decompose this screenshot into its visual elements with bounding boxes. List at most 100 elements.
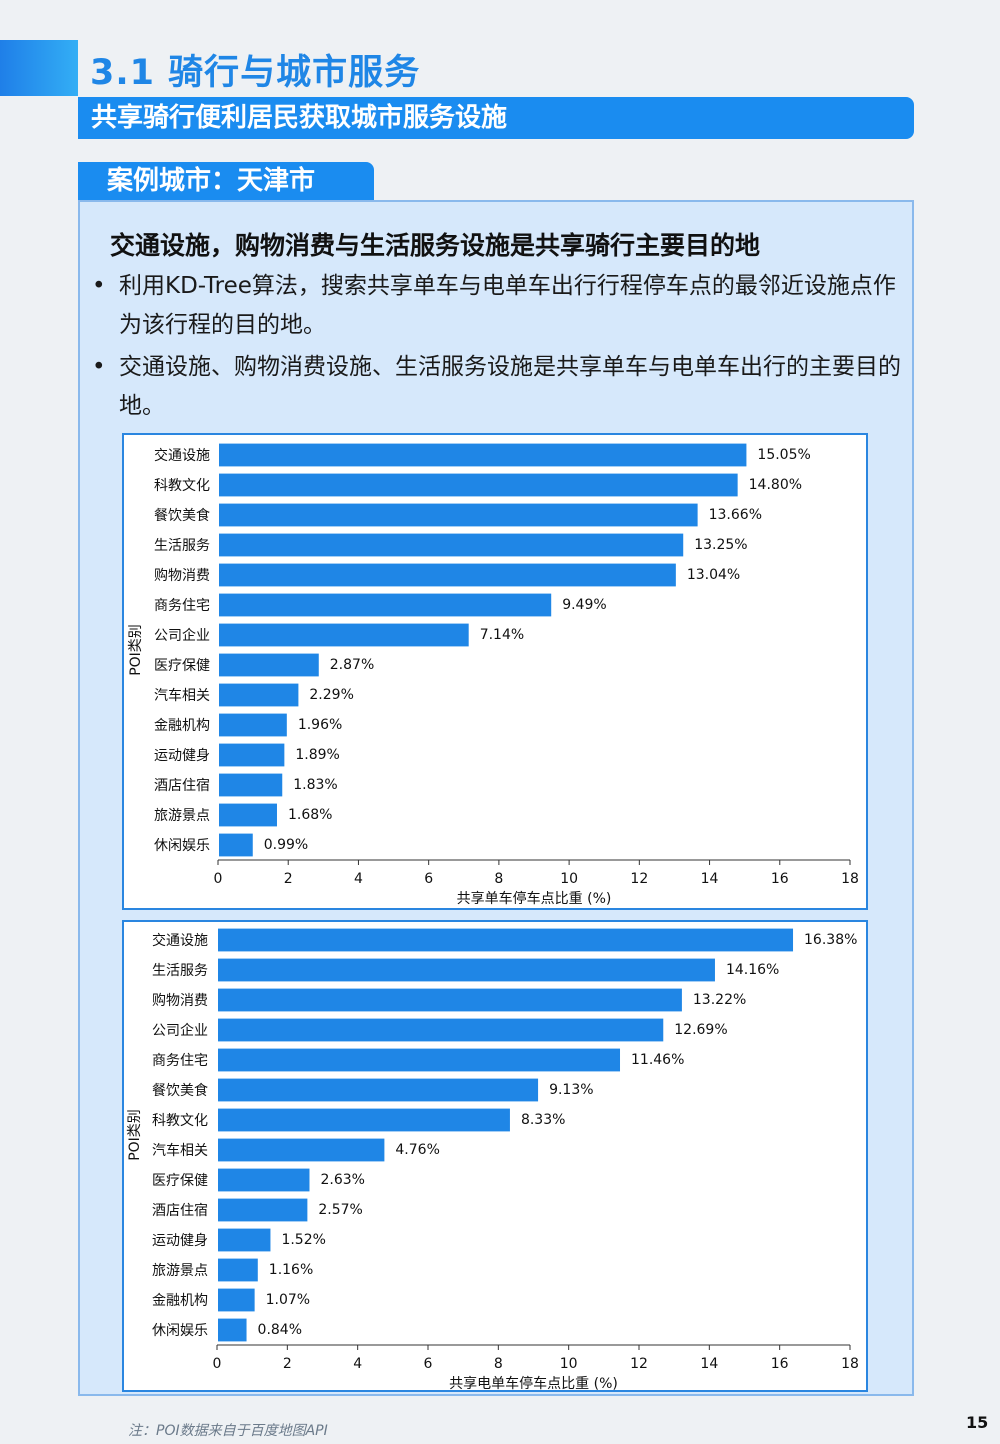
category-label: 运动健身 (154, 748, 210, 764)
category-label: 购物消费 (154, 568, 210, 584)
category-label: 汽车相关 (152, 1142, 208, 1159)
category-label: 生活服务 (154, 538, 210, 554)
category-label: 餐饮美食 (152, 1082, 208, 1099)
data-label: 15.05% (757, 447, 810, 463)
data-label: 13.25% (694, 537, 747, 553)
x-tick-label: 14 (701, 871, 719, 887)
bar (218, 1258, 258, 1282)
data-label: 9.13% (549, 1082, 593, 1098)
data-label: 2.57% (318, 1202, 362, 1218)
bar (218, 928, 794, 952)
section-accent-bar (0, 40, 78, 96)
data-label: 0.99% (264, 837, 308, 853)
bar (219, 593, 552, 617)
case-city-tag: 案例城市：天津市 (78, 162, 374, 200)
bar (218, 1018, 664, 1042)
data-label: 13.66% (709, 507, 762, 523)
y-axis-title: POI类别 (128, 624, 144, 676)
category-label: 旅游景点 (152, 1263, 208, 1279)
category-label: 金融机构 (154, 718, 210, 734)
data-label: 2.87% (330, 657, 374, 673)
x-axis-title: 共享电单车停车点比重 (%) (449, 1375, 618, 1390)
bar (219, 803, 277, 827)
data-label: 4.76% (395, 1142, 439, 1158)
category-label: 汽车相关 (154, 687, 210, 704)
data-label: 7.14% (480, 627, 524, 643)
category-label: 休闲娱乐 (154, 838, 210, 854)
bar (219, 653, 319, 677)
x-tick-label: 18 (841, 1356, 859, 1372)
bar (218, 1228, 271, 1252)
footnote: 注：POI数据来自于百度地图API (128, 1423, 328, 1439)
x-tick-label: 12 (630, 1356, 648, 1372)
category-label: 运动健身 (152, 1233, 208, 1249)
data-label: 1.83% (293, 777, 337, 793)
bike-bar-chart: 交通设施 15.05% 科教文化 14.80% 餐饮美食 13.66% 生活服务 13.25%… (128, 443, 859, 907)
bar (219, 743, 285, 767)
x-tick-label: 8 (494, 1356, 503, 1372)
bar (219, 443, 747, 467)
bar (218, 1108, 510, 1132)
x-tick-label: 16 (771, 871, 789, 887)
data-label: 11.46% (631, 1052, 684, 1068)
category-label: 公司企业 (152, 1022, 208, 1039)
data-label: 0.84% (258, 1322, 302, 1338)
data-label: 1.16% (269, 1262, 313, 1278)
content-headline: 交通设施，购物消费与生活服务设施是共享骑行主要目的地 (110, 231, 761, 260)
data-label: 13.04% (687, 567, 740, 583)
data-label: 14.16% (726, 962, 779, 978)
bar (218, 1198, 308, 1222)
category-label: 旅游景点 (154, 808, 210, 824)
x-tick-label: 10 (560, 871, 578, 887)
bullet-item: • 利用KD-Tree算法，搜索共享单车与电单车出行行程停车点的最邻近设施点作为… (92, 267, 909, 345)
data-label: 9.49% (562, 597, 606, 613)
data-label: 12.69% (674, 1022, 727, 1038)
x-tick-label: 2 (284, 871, 293, 887)
bar (219, 563, 676, 587)
category-label: 金融机构 (152, 1293, 208, 1309)
data-label: 1.68% (288, 807, 332, 823)
x-tick-label: 6 (424, 1356, 433, 1372)
bar (218, 1288, 255, 1312)
bar (218, 1168, 310, 1192)
x-tick-label: 4 (353, 1356, 362, 1372)
bar (219, 683, 299, 707)
ebike-bar-chart: 交通设施 16.38% 生活服务 14.16% 购物消费 13.22% 公司企业 12.69%… (127, 928, 859, 1390)
data-label: 14.80% (749, 477, 802, 493)
x-tick-label: 8 (494, 871, 503, 887)
bullet-text: 交通设施、购物消费设施、生活服务设施是共享单车与电单车出行的主要目的地。 (119, 354, 901, 419)
x-tick-label: 6 (424, 871, 433, 887)
x-tick-label: 0 (213, 1356, 222, 1372)
category-label: 购物消费 (152, 993, 208, 1009)
data-label: 16.38% (804, 932, 857, 948)
data-label: 1.52% (281, 1232, 325, 1248)
ebike-chart-panel: 交通设施 16.38% 生活服务 14.16% 购物消费 13.22% 公司企业 12.69%… (122, 920, 868, 1392)
category-label: 餐饮美食 (154, 507, 210, 524)
bar (219, 503, 698, 527)
bar (219, 473, 738, 497)
bullet-dot-icon: • (92, 273, 106, 299)
bullet-dot-icon: • (92, 354, 106, 380)
x-tick-label: 16 (771, 1356, 789, 1372)
x-tick-label: 0 (214, 871, 223, 887)
page-number: 15 (966, 1413, 989, 1432)
x-tick-label: 14 (700, 1356, 718, 1372)
x-tick-label: 4 (354, 871, 363, 887)
bar (219, 773, 283, 797)
bar (219, 833, 253, 857)
bar (218, 1048, 621, 1072)
bar (219, 713, 287, 737)
x-axis-title: 共享单车停车点比重 (%) (457, 890, 612, 907)
data-label: 1.89% (295, 747, 339, 763)
x-tick-label: 2 (283, 1356, 292, 1372)
bar (219, 623, 469, 647)
category-label: 科教文化 (152, 1113, 208, 1129)
data-label: 13.22% (693, 992, 746, 1008)
category-label: 科教文化 (154, 478, 210, 494)
bike-chart-panel: 交通设施 15.05% 科教文化 14.80% 餐饮美食 13.66% 生活服务 13.25%… (122, 433, 868, 910)
category-label: 交通设施 (154, 447, 210, 464)
category-label: 酒店住宿 (152, 1202, 208, 1219)
category-label: 公司企业 (154, 627, 210, 644)
bar (218, 958, 715, 982)
data-label: 2.29% (309, 687, 353, 703)
